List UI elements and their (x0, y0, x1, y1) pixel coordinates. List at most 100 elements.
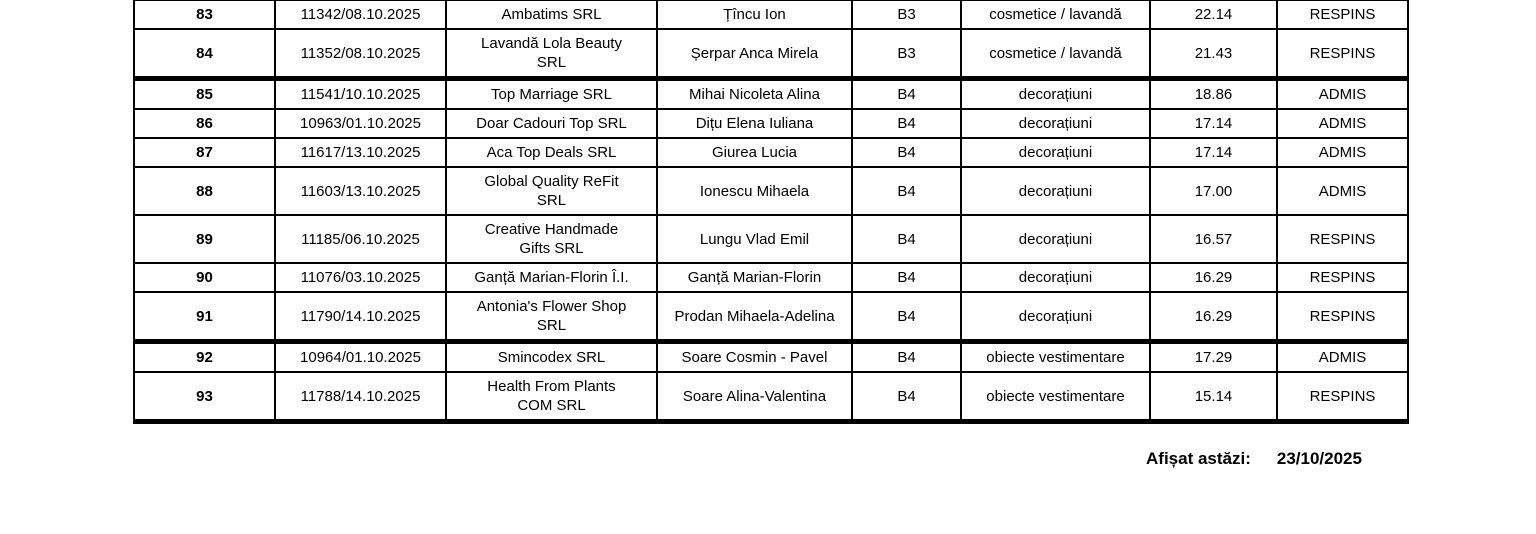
cell-row-number: 84 (133, 28, 276, 81)
cell-score: 16.29 (1149, 291, 1278, 344)
cell-score: 16.29 (1149, 262, 1278, 293)
cell-row-number: 85 (133, 77, 276, 110)
cell-category: B4 (851, 77, 962, 110)
cell-row-number: 92 (133, 340, 276, 373)
cell-registration-number: 10964/01.10.2025 (274, 340, 447, 373)
cell-score: 17.29 (1149, 340, 1278, 373)
cell-result: ADMIS (1276, 166, 1409, 216)
cell-company-name: Antonia's Flower Shop SRL (445, 291, 658, 344)
cell-score: 17.14 (1149, 108, 1278, 139)
cell-company-name: Creative Handmade Gifts SRL (445, 214, 658, 264)
cell-domain: decorațiuni (960, 137, 1151, 168)
cell-representative-name: Ionescu Mihaela (656, 166, 853, 216)
footer-label: Afișat astăzi: (1146, 449, 1251, 468)
cell-representative-name: Șerpar Anca Mirela (656, 28, 853, 81)
cell-representative-name: Prodan Mihaela-Adelina (656, 291, 853, 344)
cell-row-number: 86 (133, 108, 276, 139)
cell-category: B4 (851, 166, 962, 216)
cell-representative-name: Mihai Nicoleta Alina (656, 77, 853, 110)
cell-registration-number: 11342/08.10.2025 (274, 0, 447, 30)
cell-company-name: Lavandă Lola Beauty SRL (445, 28, 658, 81)
table-row: 86 10963/01.10.2025 Doar Cadouri Top SRL… (133, 108, 1409, 139)
cell-result: RESPINS (1276, 214, 1409, 264)
table-row: 88 11603/13.10.2025 Global Quality ReFit… (133, 166, 1409, 216)
cell-score: 21.43 (1149, 28, 1278, 81)
cell-representative-name: Țîncu Ion (656, 0, 853, 30)
table-row: 93 11788/14.10.2025 Health From Plants C… (133, 371, 1409, 424)
cell-row-number: 93 (133, 371, 276, 424)
cell-company-name: Doar Cadouri Top SRL (445, 108, 658, 139)
cell-representative-name: Dițu Elena Iuliana (656, 108, 853, 139)
cell-company-name: Health From Plants COM SRL (445, 371, 658, 424)
results-table-body: 83 11342/08.10.2025 Ambatims SRL Țîncu I… (133, 0, 1409, 424)
cell-domain: decorațiuni (960, 214, 1151, 264)
cell-row-number: 91 (133, 291, 276, 344)
cell-registration-number: 11352/08.10.2025 (274, 28, 447, 81)
cell-company-name: Ambatims SRL (445, 0, 658, 30)
cell-company-name: Aca Top Deals SRL (445, 137, 658, 168)
cell-domain: decorațiuni (960, 262, 1151, 293)
cell-score: 17.00 (1149, 166, 1278, 216)
cell-company-name: Smincodex SRL (445, 340, 658, 373)
cell-result: RESPINS (1276, 262, 1409, 293)
cell-registration-number: 11788/14.10.2025 (274, 371, 447, 424)
cell-company-name: Top Marriage SRL (445, 77, 658, 110)
results-table: 83 11342/08.10.2025 Ambatims SRL Țîncu I… (133, 0, 1409, 424)
cell-category: B4 (851, 137, 962, 168)
cell-result: RESPINS (1276, 0, 1409, 30)
cell-company-name: Global Quality ReFit SRL (445, 166, 658, 216)
table-row: 83 11342/08.10.2025 Ambatims SRL Țîncu I… (133, 0, 1409, 30)
cell-registration-number: 11076/03.10.2025 (274, 262, 447, 293)
cell-registration-number: 10963/01.10.2025 (274, 108, 447, 139)
cell-category: B4 (851, 214, 962, 264)
cell-representative-name: Soare Alina-Valentina (656, 371, 853, 424)
cell-result: ADMIS (1276, 137, 1409, 168)
cell-row-number: 89 (133, 214, 276, 264)
cell-row-number: 87 (133, 137, 276, 168)
cell-result: ADMIS (1276, 340, 1409, 373)
cell-company-name: Ganță Marian-Florin Î.I. (445, 262, 658, 293)
cell-score: 17.14 (1149, 137, 1278, 168)
table-row: 85 11541/10.10.2025 Top Marriage SRL Mih… (133, 77, 1409, 110)
cell-category: B4 (851, 262, 962, 293)
cell-category: B4 (851, 371, 962, 424)
cell-result: ADMIS (1276, 77, 1409, 110)
cell-category: B4 (851, 108, 962, 139)
cell-result: RESPINS (1276, 371, 1409, 424)
cell-category: B4 (851, 340, 962, 373)
cell-representative-name: Lungu Vlad Emil (656, 214, 853, 264)
cell-category: B3 (851, 0, 962, 30)
cell-representative-name: Ganță Marian-Florin (656, 262, 853, 293)
cell-registration-number: 11541/10.10.2025 (274, 77, 447, 110)
cell-registration-number: 11603/13.10.2025 (274, 166, 447, 216)
cell-domain: obiecte vestimentare (960, 371, 1151, 424)
table-row: 84 11352/08.10.2025 Lavandă Lola Beauty … (133, 28, 1409, 81)
cell-registration-number: 11617/13.10.2025 (274, 137, 447, 168)
table-row: 92 10964/01.10.2025 Smincodex SRL Soare … (133, 340, 1409, 373)
cell-domain: cosmetice / lavandă (960, 28, 1151, 81)
footer-posted-date: Afișat astăzi: 23/10/2025 (1146, 449, 1362, 469)
cell-representative-name: Giurea Lucia (656, 137, 853, 168)
cell-score: 15.14 (1149, 371, 1278, 424)
cell-domain: cosmetice / lavandă (960, 0, 1151, 30)
cell-domain: decorațiuni (960, 77, 1151, 110)
cell-domain: decorațiuni (960, 166, 1151, 216)
cell-result: RESPINS (1276, 291, 1409, 344)
cell-category: B4 (851, 291, 962, 344)
cell-domain: decorațiuni (960, 291, 1151, 344)
cell-score: 16.57 (1149, 214, 1278, 264)
cell-registration-number: 11790/14.10.2025 (274, 291, 447, 344)
table-row: 89 11185/06.10.2025 Creative Handmade Gi… (133, 214, 1409, 264)
table-row: 87 11617/13.10.2025 Aca Top Deals SRL Gi… (133, 137, 1409, 168)
cell-registration-number: 11185/06.10.2025 (274, 214, 447, 264)
cell-row-number: 90 (133, 262, 276, 293)
cell-domain: obiecte vestimentare (960, 340, 1151, 373)
cell-domain: decorațiuni (960, 108, 1151, 139)
cell-representative-name: Soare Cosmin - Pavel (656, 340, 853, 373)
table-row: 90 11076/03.10.2025 Ganță Marian-Florin … (133, 262, 1409, 293)
cell-result: RESPINS (1276, 28, 1409, 81)
cell-score: 22.14 (1149, 0, 1278, 30)
footer-date-value: 23/10/2025 (1276, 449, 1362, 468)
cell-score: 18.86 (1149, 77, 1278, 110)
